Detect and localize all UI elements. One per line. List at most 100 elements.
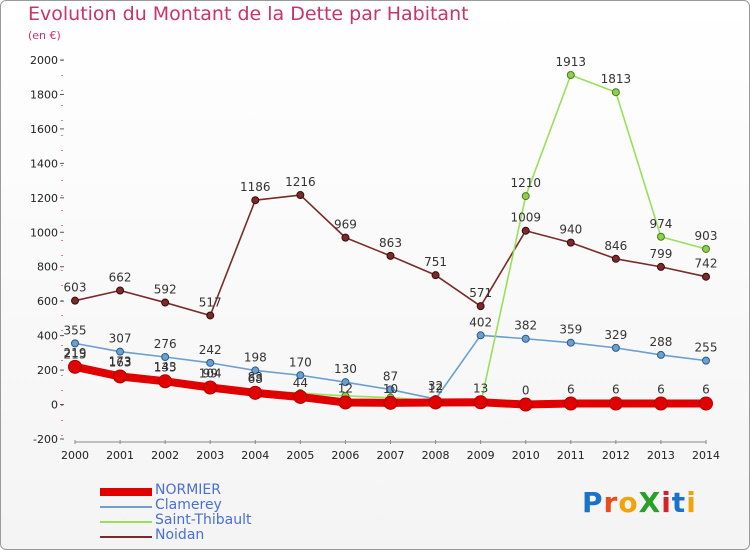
data-point [566,338,575,347]
data-point [563,396,578,411]
x-tick-label: 2005 [286,449,314,462]
data-point [293,389,308,404]
data-point [341,378,350,387]
x-tick-label: 2012 [602,449,630,462]
data-label: 10 [383,382,398,396]
data-point [611,88,620,97]
data-point [428,395,443,410]
data-label: 99 [203,366,218,380]
y-tick-label: 1800 [30,88,58,101]
data-point [296,371,305,380]
data-label: 83 [248,370,263,384]
data-point [656,232,665,241]
logo-letter: t [671,486,687,519]
data-point [611,343,620,352]
data-point [476,331,485,340]
data-label: 6 [612,383,620,397]
legend-swatch [100,536,152,538]
data-label: 355 [64,323,87,337]
data-label: 87 [383,370,398,384]
data-point [161,298,170,307]
data-point [203,380,218,395]
logo-letter: i [686,486,697,519]
data-point [521,334,530,343]
chart-subtitle: (en €) [28,29,61,42]
data-point [473,395,488,410]
y-tick-label: 1200 [30,192,58,205]
data-label: 751 [424,255,447,269]
legend-swatch [100,488,152,496]
legend-label: Saint-Thibault [155,512,252,528]
legend-label: Clamerey [155,497,222,513]
legend-label: NORMIER [155,482,222,498]
data-point [702,244,710,253]
y-tick-label: 1400 [30,157,58,170]
y-tick-label: 800 [37,261,58,274]
x-tick-label: 2008 [422,449,450,462]
data-point [161,352,170,361]
data-label: 143 [154,360,177,374]
data-label: 402 [469,315,492,329]
data-point [518,397,533,412]
data-label: 863 [379,236,402,250]
data-label: 12 [428,381,443,395]
chart-legend: NORMIER Clamerey Saint-Thibault Noidan [100,482,300,544]
data-label: 662 [109,271,132,285]
data-label: 255 [695,341,718,355]
data-point [386,385,395,394]
proxiti-logo: ProXiti [582,486,697,519]
legend-item: NORMIER [100,482,300,499]
logo-letter: o [618,486,639,519]
data-label: 0 [522,384,530,398]
data-point [656,350,665,359]
data-label: 173 [109,355,132,369]
data-point [611,254,620,263]
data-point [338,395,353,410]
legend-swatch [100,506,152,508]
data-point [71,339,79,348]
data-point [431,271,440,280]
data-label: 198 [244,350,267,364]
data-label: 969 [334,218,357,232]
data-point [521,226,530,235]
data-point [608,396,623,411]
data-point [521,192,530,201]
data-point [251,366,260,375]
data-point [158,374,173,389]
data-point [383,395,398,410]
data-point [116,347,125,356]
legend-item: Noidan [100,527,300,544]
data-label: 1186 [240,180,271,194]
data-label: 382 [514,319,537,333]
data-label: 135 [154,360,177,374]
y-tick-label: 1600 [30,123,58,136]
data-label: 215 [64,348,87,362]
legend-item: Clamerey [100,497,300,514]
logo-letter: r [603,486,619,519]
x-tick-label: 2001 [106,449,134,462]
data-label: 903 [695,229,718,243]
data-point [386,251,395,260]
x-tick-label: 2002 [151,449,179,462]
data-label: 13 [473,381,488,395]
data-label: 329 [604,328,627,342]
data-label: 276 [154,337,177,351]
data-label: 940 [559,223,582,237]
data-point [476,302,485,311]
data-point [248,385,263,400]
y-tick-label: 0 [51,399,58,412]
legend-label: Noidan [155,527,205,543]
data-label: 1216 [285,175,316,189]
data-label: 6 [657,383,665,397]
data-label: 592 [154,283,177,297]
data-point [206,358,215,367]
x-tick-label: 2011 [557,449,585,462]
x-tick-label: 2014 [692,449,720,462]
y-tick-label: 2000 [30,54,58,67]
data-point [206,311,215,320]
data-label: 846 [604,239,627,253]
data-label: 6 [702,383,710,397]
data-label: 517 [199,295,222,309]
